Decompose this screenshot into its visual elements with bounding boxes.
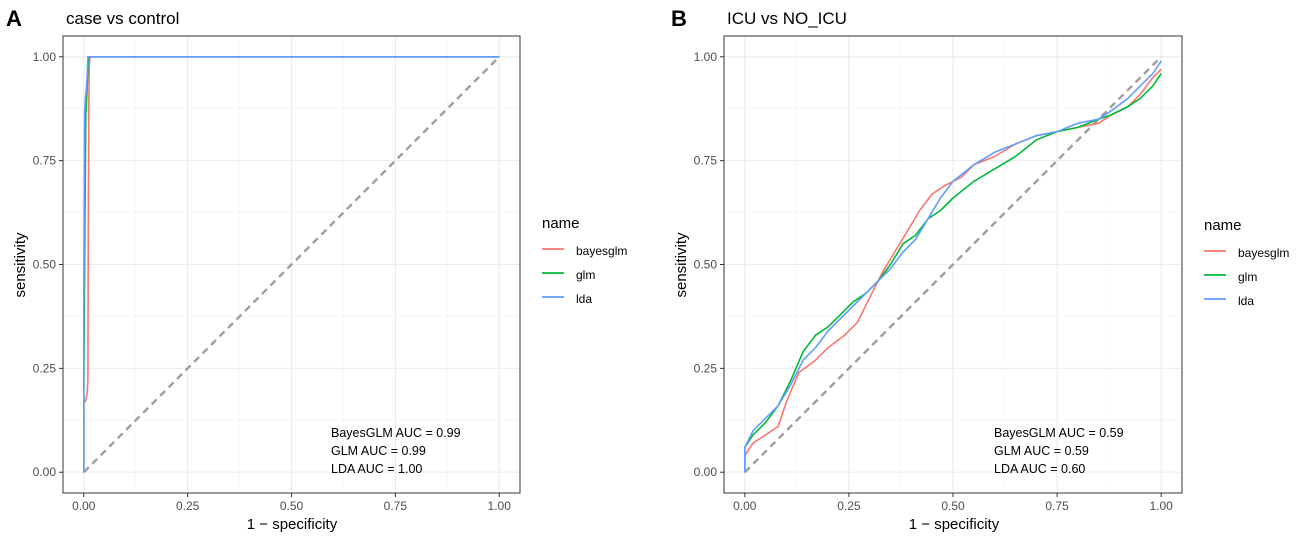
plot-layer: 0.00 0.25 0.50 0.75 1.00 0.00 0.25 0.50 0.75 1.00 bbox=[33, 35, 521, 513]
x-axis-title: 1 − specificity bbox=[909, 516, 1000, 533]
roc-line-lda bbox=[83, 55, 500, 473]
x-tick-label: 0.25 bbox=[837, 499, 861, 513]
y-tick-label: 0.25 bbox=[33, 361, 57, 375]
panel-title: case vs control bbox=[66, 9, 179, 28]
x-tick-label: 0.75 bbox=[1045, 499, 1069, 513]
legend-label: bayesglm bbox=[576, 244, 627, 258]
panel-letter: B bbox=[671, 6, 687, 31]
auc-annotation: GLM AUC = 0.59 bbox=[994, 444, 1089, 458]
y-axis-title: sensitivity bbox=[12, 232, 29, 298]
reference-diagonal-line bbox=[743, 55, 1163, 474]
x-tick-label: 0.50 bbox=[280, 499, 304, 513]
y-tick-label: 0.50 bbox=[694, 258, 718, 272]
y-tick-label: 0.50 bbox=[33, 258, 57, 272]
plot-layer: 0.00 0.25 0.50 0.75 1.00 0.00 0.25 0.50 0.75 1.00 bbox=[694, 35, 1183, 513]
y-tick-label: 0.00 bbox=[33, 465, 57, 479]
x-tick-label: 0.75 bbox=[384, 499, 408, 513]
x-tick-label: 0.00 bbox=[733, 499, 757, 513]
legend-label: glm bbox=[1238, 270, 1257, 284]
panel-b: 0.00 0.25 0.50 0.75 1.00 0.00 0.25 0.50 0.75 1.00… bbox=[671, 6, 1289, 533]
y-tick-label: 0.75 bbox=[33, 154, 57, 168]
panel-letter: A bbox=[6, 6, 22, 31]
x-tick-label: 0.25 bbox=[176, 499, 200, 513]
legend-title: name bbox=[542, 215, 580, 232]
roc-line-lda bbox=[743, 60, 1162, 473]
panel-title: ICU vs NO_ICU bbox=[727, 9, 847, 28]
x-axis-title: 1 − specificity bbox=[247, 516, 338, 533]
legend-title: name bbox=[1204, 217, 1242, 234]
auc-annotation: GLM AUC = 0.99 bbox=[331, 444, 426, 458]
reference-diagonal-line bbox=[82, 55, 501, 474]
auc-annotation: BayesGLM AUC = 0.99 bbox=[331, 426, 461, 440]
legend-label: lda bbox=[1238, 294, 1254, 308]
y-tick-label: 1.00 bbox=[33, 50, 57, 64]
x-tick-label: 1.00 bbox=[1150, 499, 1174, 513]
legend-label: bayesglm bbox=[1238, 246, 1289, 260]
x-tick-label: 1.00 bbox=[488, 499, 512, 513]
legend-label: glm bbox=[576, 268, 595, 282]
auc-annotation: LDA AUC = 0.60 bbox=[994, 462, 1085, 476]
x-tick-label: 0.50 bbox=[941, 499, 965, 513]
legend-label: lda bbox=[576, 292, 592, 306]
roc-line-bayesglm bbox=[743, 68, 1162, 473]
y-tick-label: 0.00 bbox=[694, 465, 718, 479]
auc-annotation: BayesGLM AUC = 0.59 bbox=[994, 426, 1124, 440]
y-tick-label: 0.75 bbox=[694, 154, 718, 168]
y-axis-title: sensitivity bbox=[673, 232, 690, 298]
x-tick-label: 0.00 bbox=[72, 499, 96, 513]
y-tick-label: 0.25 bbox=[694, 361, 718, 375]
y-tick-label: 1.00 bbox=[694, 50, 718, 64]
auc-annotation: LDA AUC = 1.00 bbox=[331, 462, 422, 476]
panel-a: 0.00 0.25 0.50 0.75 1.00 0.00 0.25 0.50 0.75 1.00… bbox=[6, 6, 627, 533]
